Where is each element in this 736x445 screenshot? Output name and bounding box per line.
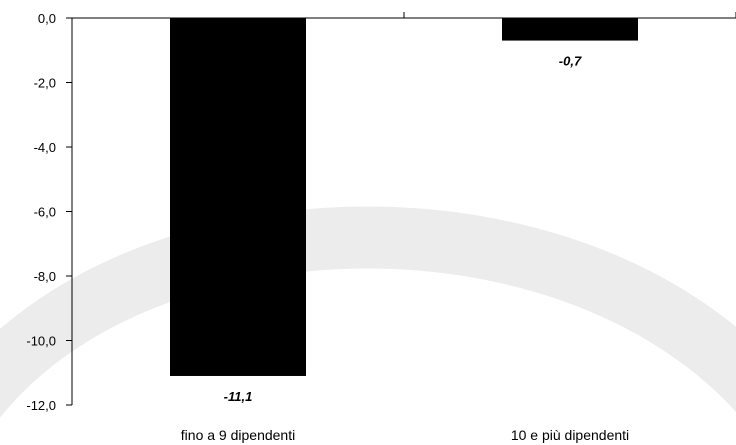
- bar: [170, 18, 306, 376]
- y-tick-label: -10,0: [26, 334, 56, 349]
- data-label: -11,1: [224, 389, 253, 404]
- data-labels-group: -11,1 -0,7: [224, 54, 582, 404]
- bars-group: [170, 18, 638, 376]
- category-labels-group: fino a 9 dipendenti 10 e più dipendenti: [181, 427, 629, 443]
- y-tick-label: -6,0: [34, 205, 56, 220]
- y-tick-label: -12,0: [26, 398, 56, 413]
- y-tick-label: 0,0: [38, 11, 56, 26]
- category-label: fino a 9 dipendenti: [181, 427, 295, 443]
- x-ticks-group: [403, 12, 736, 18]
- data-label: -0,7: [559, 54, 582, 69]
- y-ticks-group: 0,0 -2,0 -4,0 -6,0 -8,0 -10,0 -12,0: [26, 11, 72, 413]
- watermark-arc: [0, 206, 736, 418]
- bar: [502, 18, 638, 41]
- y-tick-label: -4,0: [34, 140, 56, 155]
- y-tick-label: -8,0: [34, 269, 56, 284]
- category-label: 10 e più dipendenti: [511, 427, 629, 443]
- y-tick-label: -2,0: [34, 76, 56, 91]
